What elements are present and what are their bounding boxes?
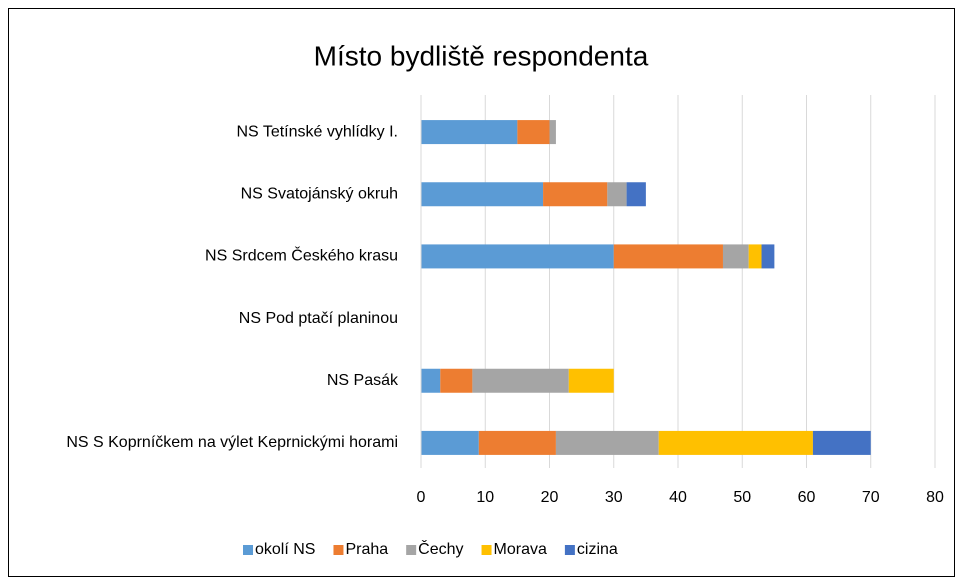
bar-segment — [613, 244, 723, 269]
bar-segment — [421, 430, 479, 455]
y-tick-label: NS Svatojánský okruh — [241, 185, 398, 202]
bar-segment — [421, 182, 544, 207]
legend-swatch — [333, 545, 344, 555]
x-tick-label: 50 — [733, 489, 751, 506]
x-tick-label: 10 — [476, 489, 494, 506]
bar-segment — [421, 368, 441, 393]
bar-segment — [478, 430, 556, 455]
legend-swatch — [564, 545, 575, 555]
bar-segment — [626, 182, 646, 207]
legend-label: Morava — [494, 541, 547, 558]
bar-segment — [748, 244, 762, 269]
x-tick-label: 60 — [798, 489, 816, 506]
y-tick-label: NS Tetínské vyhlídky I. — [236, 123, 398, 140]
y-tick-label: NS Pasák — [327, 372, 399, 389]
bar-segment — [722, 244, 749, 269]
legend-label: okolí NS — [255, 541, 315, 558]
legend-swatch — [243, 545, 253, 555]
y-tick-label: NS Pod ptačí planinou — [239, 310, 398, 327]
bar-segment — [440, 368, 473, 393]
bar-segment — [555, 430, 659, 455]
bar-segment — [421, 244, 614, 269]
y-tick-label: NS S Koprníčkem na výlet Keprnickými hor… — [66, 434, 398, 451]
legend-swatch — [406, 545, 417, 555]
x-tick-label: 0 — [417, 489, 426, 506]
bar-segment — [812, 430, 871, 455]
bar-segment — [658, 430, 813, 455]
x-tick-label: 20 — [541, 489, 559, 506]
legend-label: cizina — [577, 541, 618, 558]
legend-label: Praha — [345, 541, 388, 558]
legend-label: Čechy — [418, 539, 463, 558]
bar-segment — [517, 120, 550, 145]
bar-segment — [549, 120, 556, 145]
bar-segment — [543, 182, 608, 207]
bar-segment — [607, 182, 627, 207]
bar-segment — [568, 368, 614, 393]
x-tick-label: 70 — [862, 489, 880, 506]
bar-segment — [472, 368, 569, 393]
bar-segment — [421, 120, 518, 145]
x-tick-label: 80 — [926, 489, 944, 506]
chart-title: Místo bydliště respondenta — [314, 40, 649, 71]
chart-frame — [8, 8, 955, 577]
bar-segment — [761, 244, 775, 269]
legend-swatch — [481, 545, 492, 555]
x-tick-label: 30 — [605, 489, 623, 506]
x-tick-label: 40 — [669, 489, 687, 506]
y-tick-label: NS Srdcem Českého krasu — [205, 246, 398, 265]
